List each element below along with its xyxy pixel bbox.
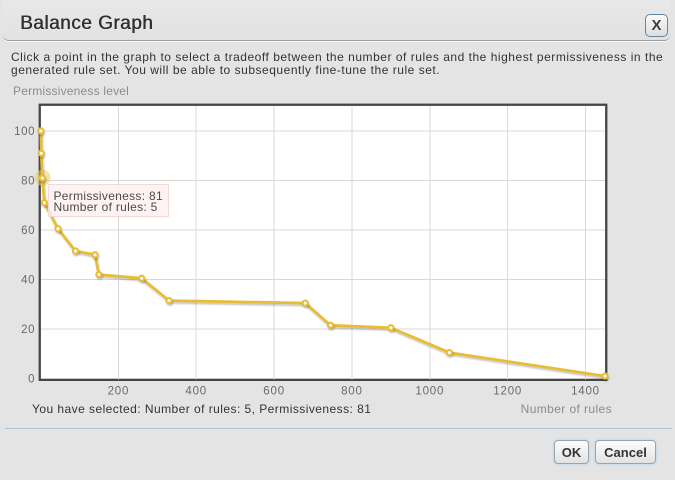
svg-text:60: 60 [21,225,35,237]
svg-text:20: 20 [21,324,35,336]
svg-text:0: 0 [28,374,35,386]
svg-text:40: 40 [21,275,35,287]
svg-text:400: 400 [185,385,207,397]
svg-text:1000: 1000 [415,385,444,397]
svg-text:200: 200 [108,385,130,397]
svg-text:100: 100 [14,126,35,138]
svg-text:600: 600 [263,385,285,397]
svg-text:1200: 1200 [493,385,522,397]
svg-text:800: 800 [341,385,363,397]
svg-text:80: 80 [21,176,35,188]
svg-text:1400: 1400 [571,385,600,397]
